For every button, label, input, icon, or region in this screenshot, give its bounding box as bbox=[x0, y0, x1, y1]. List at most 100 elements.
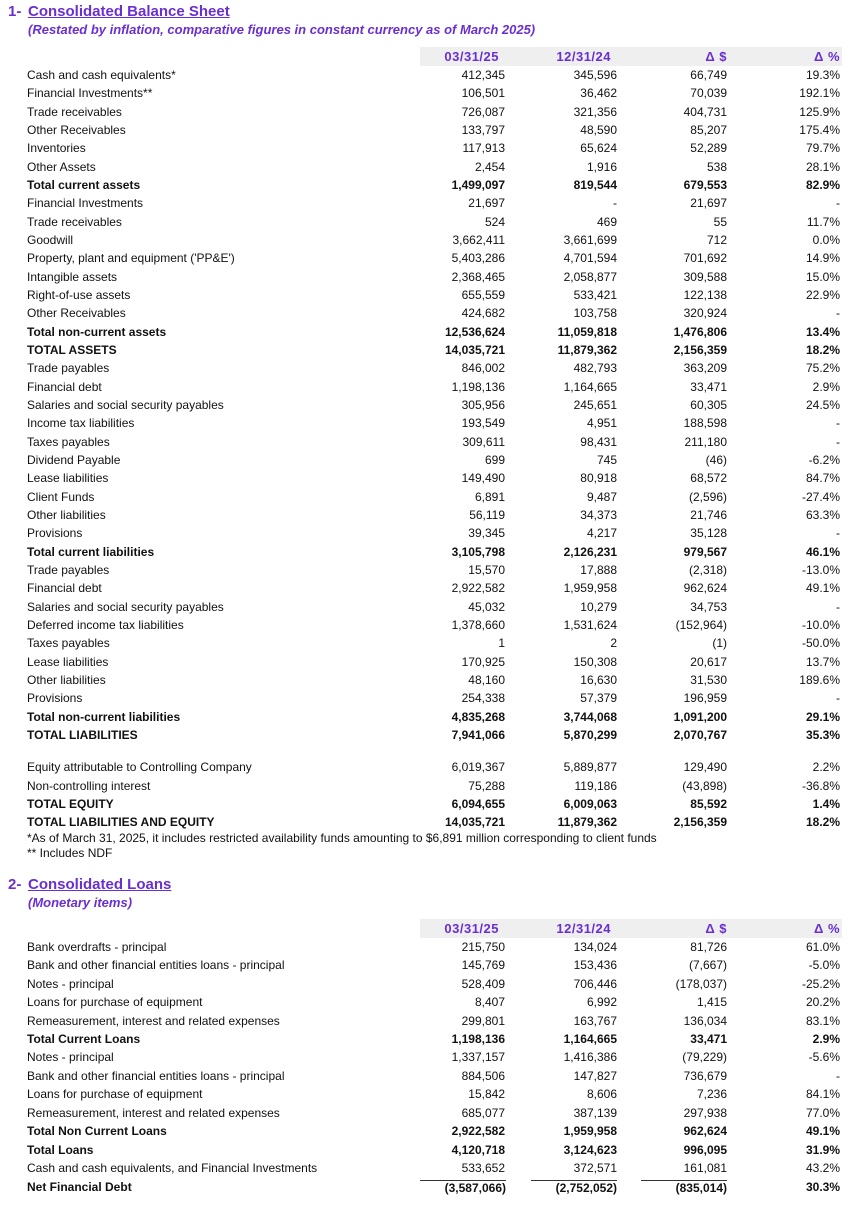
value-cell: 4,835,268 bbox=[420, 707, 507, 725]
value: 106,501 bbox=[461, 86, 505, 101]
value-cell: 1,476,806 bbox=[619, 323, 729, 341]
value: 299,801 bbox=[461, 1013, 505, 1028]
value: 4,701,594 bbox=[563, 251, 617, 266]
value: 3,124,623 bbox=[563, 1142, 617, 1157]
value-cell: 1,959,958 bbox=[507, 1122, 619, 1140]
value-cell: 1,164,665 bbox=[507, 1030, 619, 1048]
table-row: Remeasurement, interest and related expe… bbox=[27, 1011, 842, 1029]
value-cell: 52,289 bbox=[619, 139, 729, 157]
value-cell: 4,120,718 bbox=[420, 1140, 507, 1158]
data-table: Equity attributable to Controlling Compa… bbox=[27, 758, 842, 831]
value-cell: (2,752,052) bbox=[507, 1177, 619, 1195]
table-row: Taxes payables 1 2 (1) -50.0% bbox=[27, 634, 842, 652]
value: 3,661,699 bbox=[563, 233, 617, 248]
value-cell: 84.7% bbox=[729, 469, 842, 487]
value: 2,058,877 bbox=[563, 269, 617, 284]
value-cell: (2,318) bbox=[619, 561, 729, 579]
table-row: Total current assets 1,499,097 819,544 679,… bbox=[27, 176, 842, 194]
value: 6,891 bbox=[474, 489, 505, 504]
table-row: Total non-current assets 12,536,624 11,059… bbox=[27, 323, 842, 341]
value-cell: 19.3% bbox=[729, 66, 842, 84]
value-cell: 3,661,699 bbox=[507, 231, 619, 249]
value-cell: 48,160 bbox=[420, 671, 507, 689]
value: 1,531,624 bbox=[563, 618, 617, 632]
value: 2,922,582 bbox=[451, 1124, 505, 1139]
label: Loans for purchase of equipment bbox=[27, 995, 203, 1010]
value: 65,624 bbox=[580, 141, 617, 156]
value-cell: 2,070,767 bbox=[619, 726, 729, 744]
table-row: Bank and other financial entities loans … bbox=[27, 1067, 842, 1085]
label: Cash and cash equivalents* bbox=[27, 68, 176, 83]
value-cell: 134,024 bbox=[507, 938, 619, 956]
table-row: Financial debt 2,922,582 1,959,958 962,624 4… bbox=[27, 579, 842, 597]
value-cell: 3,662,411 bbox=[420, 231, 507, 249]
value: 18.2% bbox=[805, 815, 840, 830]
value: 701,692 bbox=[683, 251, 727, 266]
value-cell: 1,091,200 bbox=[619, 707, 729, 725]
value: 15.0% bbox=[805, 269, 840, 284]
value-cell: (46) bbox=[619, 451, 729, 469]
value: 14.9% bbox=[805, 251, 840, 266]
value-cell: 31,530 bbox=[619, 671, 729, 689]
value: 2.9% bbox=[812, 1031, 840, 1046]
value-cell: - bbox=[729, 304, 842, 322]
value: 147,827 bbox=[573, 1068, 617, 1083]
value-cell: 14,035,721 bbox=[420, 341, 507, 359]
value: 33,471 bbox=[690, 1031, 727, 1046]
table-row: Deferred income tax liabilities 1,378,660… bbox=[27, 616, 842, 634]
value: 8,606 bbox=[586, 1087, 617, 1102]
value: 188,598 bbox=[683, 416, 727, 431]
row-label: Remeasurement, interest and related expe… bbox=[27, 1104, 420, 1122]
value: 211,180 bbox=[684, 434, 728, 449]
value-cell: 387,139 bbox=[507, 1104, 619, 1122]
table-row: Equity attributable to Controlling Compa… bbox=[27, 758, 842, 776]
table-row: Intangible assets 2,368,465 2,058,877 309,5… bbox=[27, 268, 842, 286]
value: 11.7% bbox=[806, 214, 840, 229]
value: 18.2% bbox=[805, 343, 840, 358]
value: 22.9% bbox=[805, 288, 840, 303]
label: Total current liabilities bbox=[27, 544, 155, 559]
value: 1.4% bbox=[812, 796, 840, 811]
section-subtitle: (Monetary items) bbox=[28, 895, 133, 910]
label: Provisions bbox=[27, 691, 83, 706]
value: 46.1% bbox=[805, 544, 840, 559]
column-header: 03/31/25 bbox=[420, 918, 507, 938]
value-cell: 6,019,367 bbox=[420, 758, 507, 776]
value-cell: 533,421 bbox=[507, 286, 619, 304]
label: Taxes payables bbox=[27, 636, 110, 651]
row-label: Dividend Payable bbox=[27, 451, 420, 469]
value-cell: 6,094,655 bbox=[420, 795, 507, 813]
label: Financial debt bbox=[27, 581, 102, 596]
value: 1,198,136 bbox=[451, 379, 505, 394]
value-cell: 538 bbox=[619, 158, 729, 176]
value: 125.9% bbox=[799, 104, 840, 119]
label: Total current assets bbox=[27, 178, 141, 193]
value-cell: 424,682 bbox=[420, 304, 507, 322]
value-cell: 1,164,665 bbox=[507, 378, 619, 396]
label: Total non-current liabilities bbox=[27, 709, 181, 724]
value: -5.0% bbox=[808, 958, 840, 973]
row-label: Taxes payables bbox=[27, 634, 420, 652]
value: 1,499,097 bbox=[451, 178, 505, 193]
value-cell: 84.1% bbox=[729, 1085, 842, 1103]
row-label: Deferred income tax liabilities bbox=[27, 616, 420, 634]
label: Notes - principal bbox=[27, 1050, 114, 1065]
value: (46) bbox=[705, 453, 727, 468]
value-cell: 736,679 bbox=[619, 1067, 729, 1085]
value: 1,198,136 bbox=[451, 1031, 505, 1046]
value-cell: 2.9% bbox=[729, 1030, 842, 1048]
value: 9,487 bbox=[586, 489, 617, 504]
table-row: Net Financial Debt (3,587,066) (2,752,052)… bbox=[27, 1177, 842, 1195]
value-cell: 2,058,877 bbox=[507, 268, 619, 286]
value: 196,959 bbox=[683, 691, 727, 706]
value: 122,138 bbox=[683, 288, 727, 303]
value-cell: 685,077 bbox=[420, 1104, 507, 1122]
value-cell: - bbox=[729, 194, 842, 212]
value: 80,918 bbox=[580, 471, 617, 486]
label: Other liabilities bbox=[27, 508, 106, 523]
table-row: Loans for purchase of equipment 8,407 6,99… bbox=[27, 993, 842, 1011]
value-cell: (178,037) bbox=[619, 974, 729, 992]
value-cell: 215,750 bbox=[420, 938, 507, 956]
value: 163,767 bbox=[573, 1013, 617, 1028]
value: (152,964) bbox=[675, 618, 727, 632]
